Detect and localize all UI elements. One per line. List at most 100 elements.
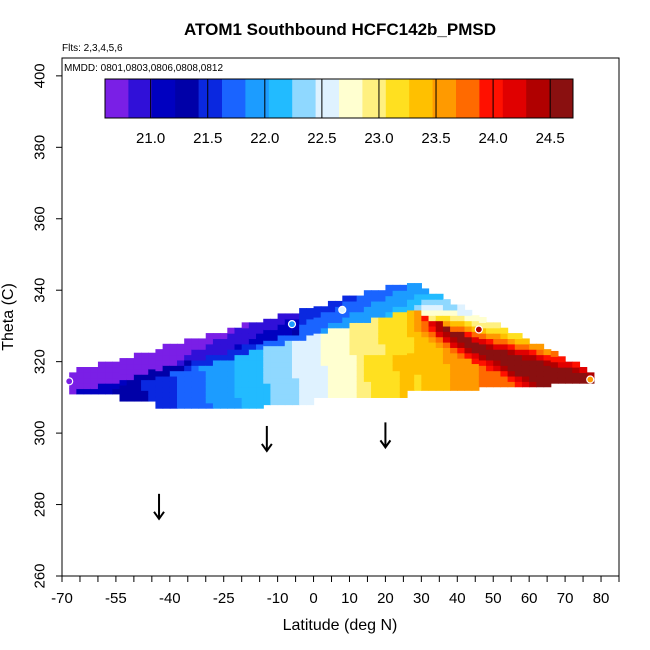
heatmap-cell [428,299,437,306]
heatmap-cell [363,343,372,350]
heatmap-cell [198,392,207,398]
heatmap-cell [557,356,566,363]
x-tick-label: -55 [105,590,127,607]
heatmap-cell [313,311,322,318]
arrow-markers [153,422,392,521]
heatmap-cell [514,333,523,340]
heatmap-cell [543,365,552,372]
heatmap-cell [220,397,228,404]
heatmap-cell [291,340,300,347]
heatmap-cell [464,368,473,375]
y-axis: 260 280 300 320 340 360 380 400 [32,63,62,589]
heatmap-cell [212,392,221,398]
heatmap-cell [227,375,236,382]
heatmap-cell [371,386,379,393]
heatmap-cell [342,295,351,302]
heatmap-cell [184,381,192,388]
heatmap-cell [450,336,458,343]
heatmap-cell [277,372,286,379]
heatmap-cell [385,311,394,318]
heatmap-cell [248,392,257,398]
heatmap-cell [162,386,171,393]
heatmap-cell [363,354,372,361]
heatmap-cell [435,325,444,332]
heatmap-cell [378,317,387,323]
heatmap-cell [507,349,516,356]
heatmap-cell [277,399,286,406]
heatmap-cell [557,372,566,379]
heatmap-cell [335,311,343,318]
heatmap-cell [220,392,228,398]
heatmap-cell [349,349,358,356]
heatmap-cell [263,388,272,395]
heatmap-cell [176,349,185,356]
heatmap-cell [557,377,566,384]
heatmap-cell [457,358,466,365]
heatmap-cell [464,374,473,381]
heatmap-cell [148,352,157,359]
heatmap-cell [464,331,473,338]
heatmap-cell [126,374,135,381]
heatmap-cell [90,377,99,384]
heatmap-cell [442,384,451,391]
heatmap-cell [371,354,379,361]
heatmap-cell [435,379,444,386]
heatmap-cell [363,300,372,307]
heatmap-cell [399,365,408,372]
heatmap-cell [162,375,171,382]
colorbar-tick-label: 24.5 [536,130,565,147]
heatmap-cell [428,363,437,370]
heatmap-cell [378,370,387,377]
heatmap-cell [486,359,494,366]
heatmap-cell [284,345,293,352]
heatmap-cell [69,372,77,379]
heatmap-cell [291,383,300,390]
heatmap-cell [414,331,422,338]
heatmap-cell [212,349,221,356]
heatmap-cell [406,320,415,327]
flight-point [287,320,297,329]
heatmap-cell [155,349,164,356]
heatmap-cell [105,383,113,390]
heatmap-cell [500,343,509,350]
heatmap-cell [148,379,157,386]
heatmap-cell [471,347,480,354]
heatmap-cell [320,317,329,323]
heatmap-cell [277,377,286,384]
heatmap-cell [349,322,358,329]
heatmap-cell [385,365,394,372]
heatmap-cell [169,375,178,382]
heatmap-cell [313,327,322,334]
heatmap-cell [435,342,444,348]
heatmap-cell [256,359,264,366]
x-axis: -70 -55 -40 -25 -10 0 10 20 30 40 50 60 70 80 [51,576,620,607]
heatmap-cell [363,306,372,313]
heatmap-cell [227,386,236,393]
heatmap-cell [270,383,279,390]
heatmap-cell [313,317,322,323]
heatmap-cell [414,352,422,359]
heatmap-cell [155,381,164,388]
heatmap-cell [291,361,300,368]
heatmap-cell [457,352,466,359]
heatmap-cell [363,338,372,345]
heatmap-cell [371,333,379,340]
heatmap-cell [471,315,480,322]
heatmap-cell [299,318,307,325]
heatmap-cell [119,379,128,386]
heatmap-cell [442,363,451,370]
heatmap-cell [478,354,487,361]
x-tick-label: 40 [449,590,466,607]
heatmap-cell [133,390,142,397]
heatmap-cell [270,334,279,341]
heatmap-cell [414,374,422,381]
heatmap-cell [227,354,236,361]
heatmap-cell [184,365,192,372]
colorbar: 21.0 21.5 22.0 22.5 23.0 23.5 24.0 24.5 [104,78,574,147]
heatmap-cell [392,300,401,307]
colorbar-segment [409,79,434,118]
heatmap-cell [363,295,372,302]
heatmap-cell [428,352,437,359]
heatmap-cell [198,397,207,404]
